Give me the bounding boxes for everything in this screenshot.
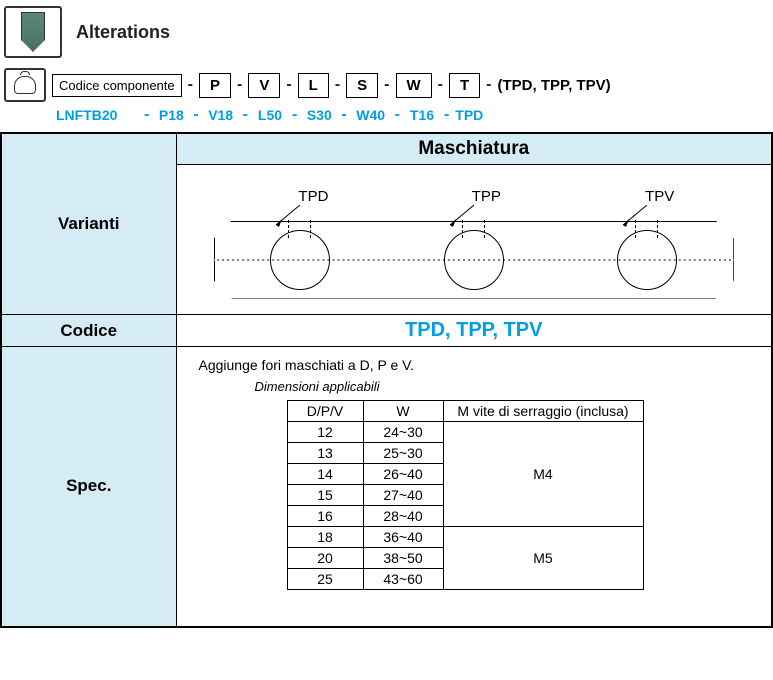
dash: -	[292, 106, 297, 124]
row-spec-header: Spec.	[1, 347, 176, 627]
hole-tpp: TPP	[444, 230, 504, 290]
codice-value: TPD, TPP, TPV	[176, 315, 772, 347]
dash: -	[193, 106, 198, 124]
alterations-icon	[4, 6, 62, 58]
row-varianti-header: Varianti	[1, 133, 176, 315]
dimensions-table: D/P/V W M vite di serraggio (inclusa) 12…	[287, 400, 644, 590]
code-label: Codice componente	[52, 74, 182, 97]
dash: -	[486, 76, 491, 94]
dash: -	[341, 106, 346, 124]
example-V: V18	[205, 107, 237, 123]
drill-icon	[21, 12, 45, 52]
example-T: T16	[406, 107, 438, 123]
dash: -	[144, 106, 149, 124]
label-tpd: TPD	[270, 188, 328, 227]
col-maschiatura-header: Maschiatura	[176, 133, 772, 165]
code-suffix: (TPD, TPP, TPV)	[498, 77, 611, 94]
dash: -	[243, 106, 248, 124]
example-base: LNFTB20	[56, 107, 138, 123]
dash: -	[438, 76, 443, 94]
m-group-m4: M4	[443, 422, 643, 527]
label-tpv: TPV	[617, 188, 674, 227]
dash: -	[188, 76, 193, 94]
code-example-line: LNFTB20 - P18 - V18 - L50 - S30 - W40 - …	[0, 106, 773, 132]
hole-tpd: TPD	[270, 230, 330, 290]
phone-icon	[4, 68, 46, 102]
dash: -	[395, 106, 400, 124]
alterations-table: Varianti Maschiatura TPD	[0, 132, 773, 628]
dash: -	[444, 106, 449, 124]
param-V: V	[248, 73, 280, 98]
spec-intro: Aggiunge fori maschiati a D, P e V.	[199, 357, 742, 375]
label-tpp: TPP	[444, 188, 501, 227]
variant-diagram-cell: TPD TPP	[176, 165, 772, 315]
example-suffix: TPD	[455, 107, 495, 123]
param-W: W	[396, 73, 432, 98]
diagram-wrap: TPD TPP	[214, 221, 734, 299]
dim-col-dpv: D/P/V	[287, 401, 363, 422]
param-L: L	[298, 73, 329, 98]
alterations-title: Alterations	[76, 22, 170, 43]
m-group-m5: M5	[443, 527, 643, 590]
row-codice-header: Codice	[1, 315, 176, 347]
example-P: P18	[155, 107, 187, 123]
dim-row: 1224~30M4	[287, 422, 643, 443]
example-W: W40	[353, 107, 389, 123]
spec-cell: Aggiunge fori maschiati a D, P e V. Dime…	[176, 347, 772, 627]
dim-col-w: W	[363, 401, 443, 422]
example-L: L50	[254, 107, 286, 123]
dash: -	[237, 76, 242, 94]
dash: -	[384, 76, 389, 94]
code-pattern-line: Codice componente - P - V - L - S - W - …	[0, 68, 773, 106]
dash: -	[286, 76, 291, 94]
example-S: S30	[303, 107, 335, 123]
dash: -	[335, 76, 340, 94]
param-S: S	[346, 73, 378, 98]
hole-tpv: TPV	[617, 230, 677, 290]
spec-sub: Dimensioni applicabili	[199, 375, 742, 400]
alterations-header: Alterations	[0, 0, 773, 68]
param-P: P	[199, 73, 231, 98]
dim-col-m: M vite di serraggio (inclusa)	[443, 401, 643, 422]
dim-row: 1836~40M5	[287, 527, 643, 548]
param-T: T	[449, 73, 480, 98]
